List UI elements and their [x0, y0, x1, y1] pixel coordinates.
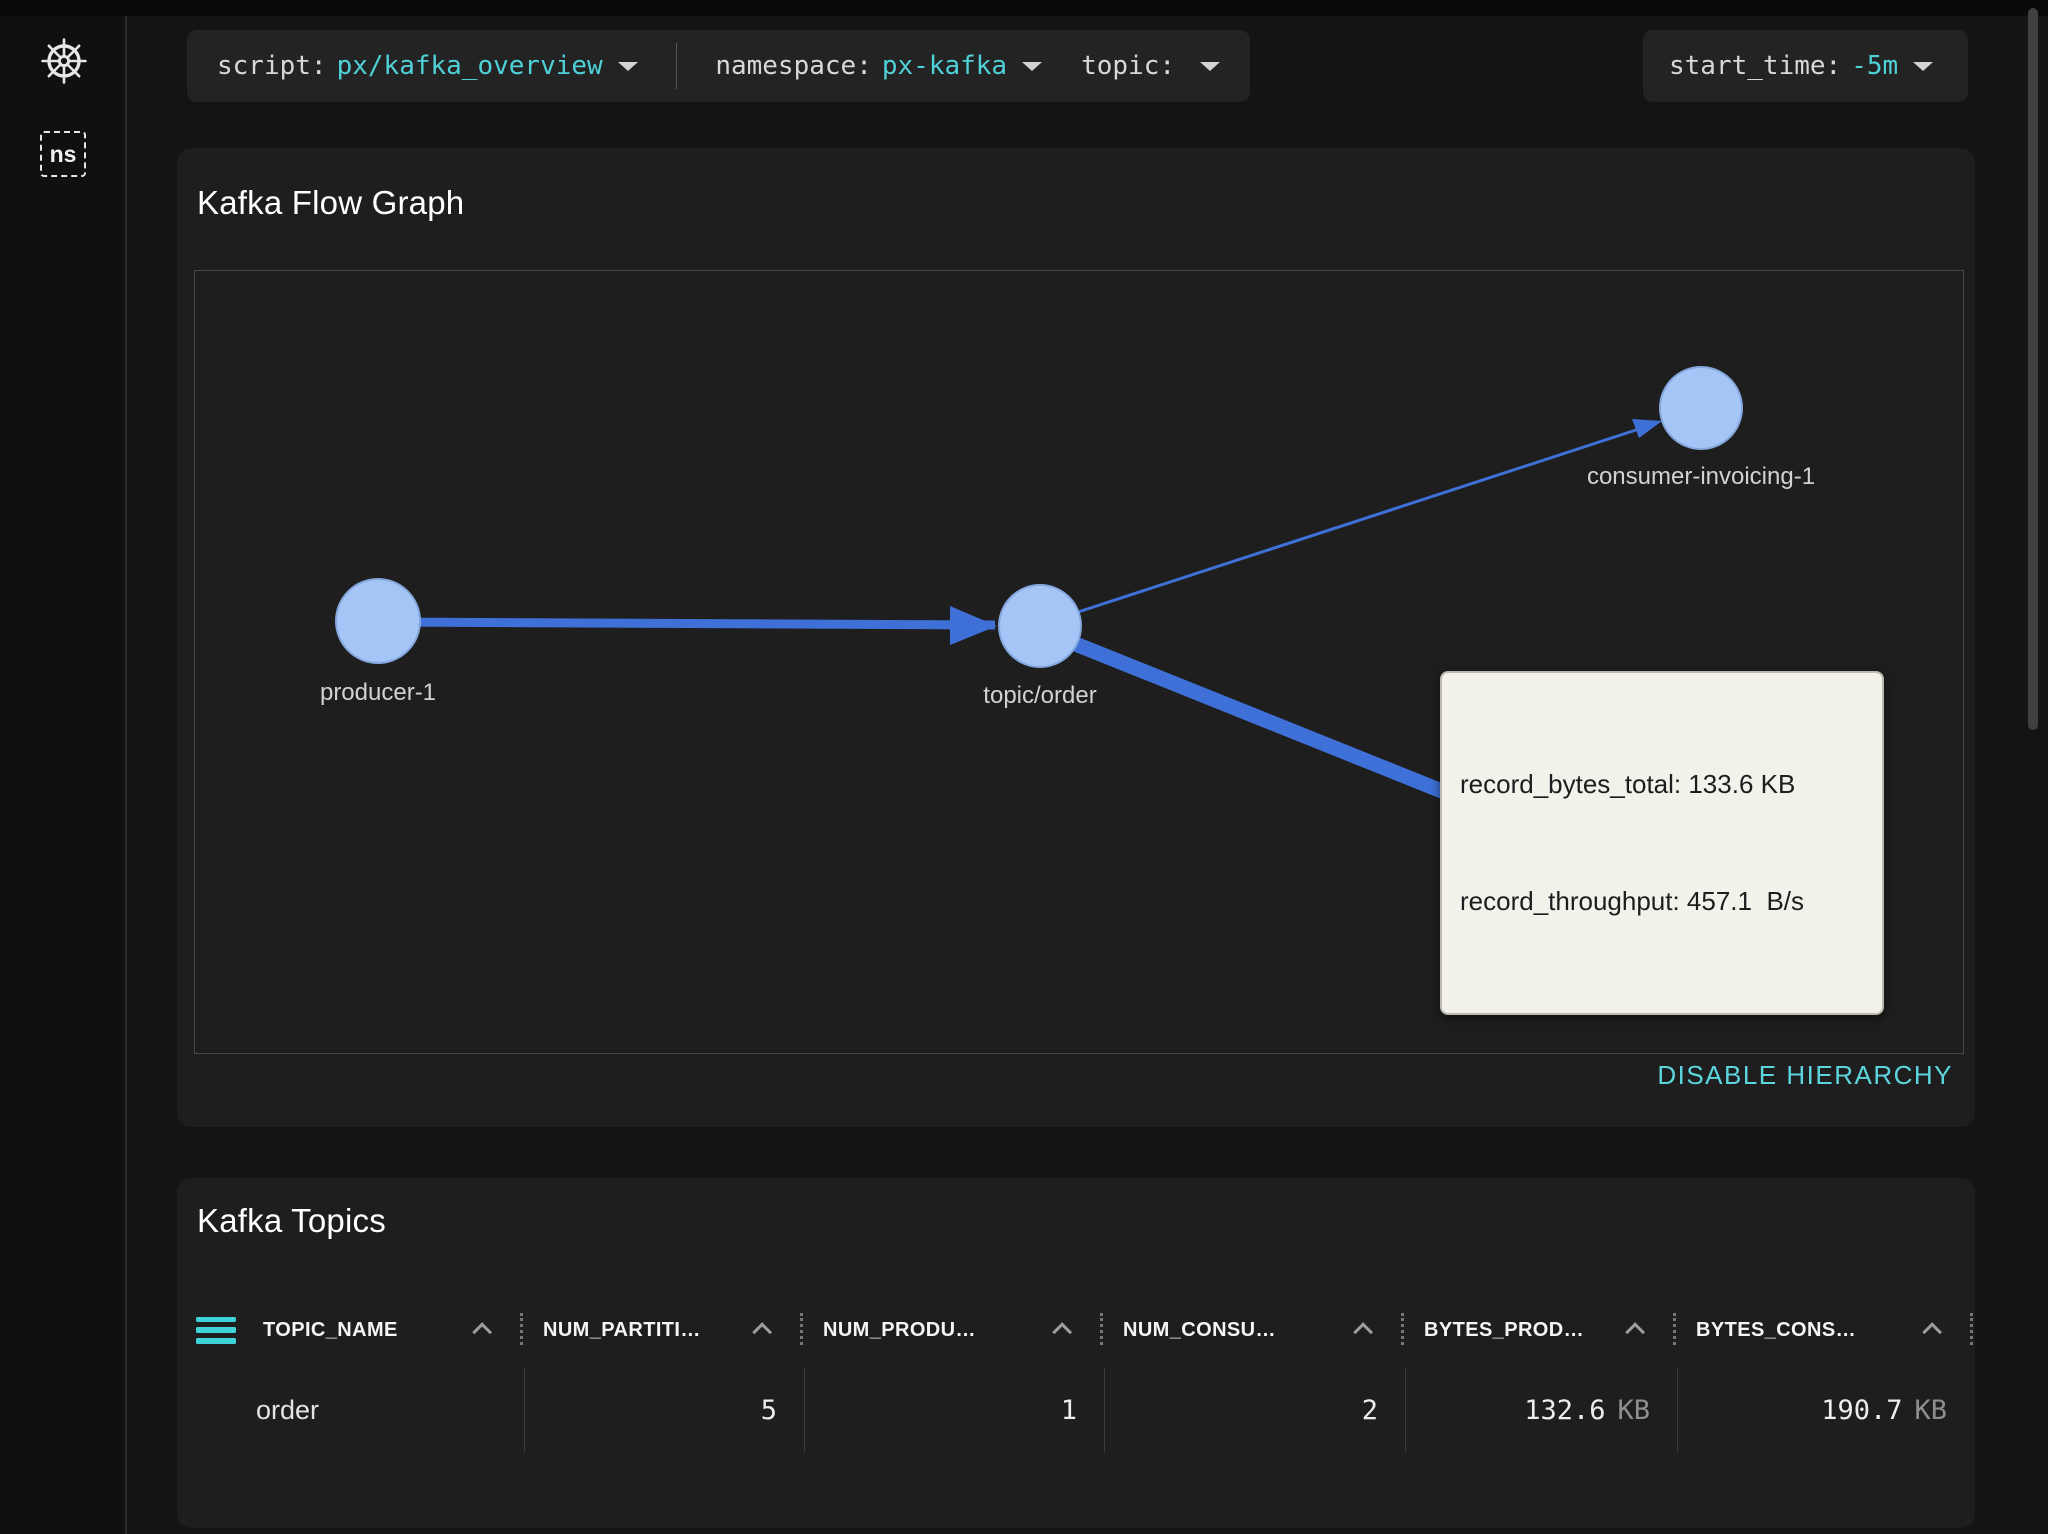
node-consumer-invoicing-1[interactable] [1659, 366, 1743, 450]
topics-table-header: TOPIC_NAME NUM_PARTITI… NUM_PRODU… NUM_C… [177, 1300, 1975, 1360]
edge-producer-to-topic [377, 617, 996, 630]
namespace-label: namespace: [715, 51, 872, 81]
cell-topic-name: order [177, 1368, 525, 1452]
kafka-flow-graph-panel: Kafka Flow Graph producer-1 topic/order [177, 148, 1975, 1127]
script-dropdown-caret-icon[interactable] [617, 61, 638, 71]
tooltip-record-bytes-total: record_bytes_total: 133.6 KB [1460, 769, 1796, 799]
start-time-toolbar: start_time: -5m [1643, 30, 1968, 102]
table-row[interactable]: order 5 1 2 132.6 KB 190.7 KB [177, 1368, 1975, 1452]
sort-asc-icon[interactable] [1922, 1322, 1943, 1343]
disable-hierarchy-button[interactable]: DISABLE HIERARCHY [1657, 1060, 1953, 1090]
sidebar: ns [0, 0, 127, 1534]
edge-topic-to-invoicing [1074, 427, 1640, 615]
sort-asc-icon[interactable] [1052, 1322, 1073, 1343]
toolbar-divider [675, 43, 678, 89]
topic-dropdown-caret-icon[interactable] [1200, 61, 1220, 71]
node-label-consumer-invoicing: consumer-invoicing-1 [1586, 463, 1816, 490]
node-label-topic: topic/order [983, 682, 1097, 709]
column-header-num-partitions[interactable]: NUM_PARTITI… [525, 1300, 805, 1360]
namespace-view-icon[interactable]: ns [40, 131, 86, 177]
start-time-value[interactable]: -5m [1851, 51, 1899, 81]
script-value[interactable]: px/kafka_overview [336, 51, 603, 81]
kafka-topics-panel: Kafka Topics TOPIC_NAME NUM_PARTITI… NUM… [177, 1178, 1975, 1528]
bytes-consumed-unit: KB [1914, 1394, 1947, 1426]
vertical-scrollbar[interactable] [2028, 8, 2038, 730]
kubernetes-helm-icon[interactable] [41, 38, 87, 89]
flow-graph-canvas[interactable]: producer-1 topic/order consumer-invoicin… [194, 270, 1964, 1054]
bytes-produced-unit: KB [1617, 1394, 1650, 1426]
topic-label: topic: [1081, 51, 1175, 81]
node-label-producer: producer-1 [319, 679, 437, 706]
column-header-num-producers[interactable]: NUM_PRODU… [805, 1300, 1105, 1360]
sort-asc-icon[interactable] [1353, 1322, 1374, 1343]
sort-asc-icon[interactable] [472, 1322, 493, 1343]
column-header-bytes-produced[interactable]: BYTES_PROD… [1406, 1300, 1678, 1360]
column-header-num-consumers[interactable]: NUM_CONSU… [1105, 1300, 1406, 1360]
sort-asc-icon[interactable] [752, 1322, 773, 1343]
namespace-value[interactable]: px-kafka [881, 51, 1008, 81]
cell-bytes-consumed: 190.7 KB [1821, 1394, 1947, 1426]
cell-num-consumers: 2 [1105, 1368, 1406, 1452]
cell-bytes-produced: 132.6 KB [1406, 1368, 1678, 1452]
topics-title: Kafka Topics [197, 1202, 386, 1239]
column-header-topic-name[interactable]: TOPIC_NAME [177, 1300, 525, 1360]
start-time-dropdown-caret-icon[interactable] [1913, 61, 1934, 71]
script-args-toolbar: script: px/kafka_overview namespace: px-… [187, 30, 1250, 102]
script-label: script: [217, 51, 327, 81]
node-producer-1[interactable] [335, 578, 421, 664]
node-topic-order[interactable] [998, 584, 1082, 668]
tooltip-record-throughput: record_throughput: 457.1 B/s [1460, 886, 1805, 916]
cell-num-producers: 1 [805, 1368, 1105, 1452]
top-strip [0, 0, 2048, 16]
namespace-dropdown-caret-icon[interactable] [1022, 61, 1043, 71]
edge-tooltip: record_bytes_total: 133.6 KB record_thro… [1440, 671, 1884, 1015]
cell-num-partitions: 5 [525, 1368, 805, 1452]
table-menu-icon[interactable] [196, 1316, 236, 1344]
edge-topic-to-invoicing-arrowhead [1632, 419, 1662, 438]
sort-asc-icon[interactable] [1625, 1322, 1646, 1343]
edge-producer-to-topic-arrowhead [950, 606, 997, 645]
column-header-bytes-consumed[interactable]: BYTES_CONS… [1678, 1300, 1975, 1360]
ns-icon-label: ns [49, 140, 77, 167]
flow-graph-title: Kafka Flow Graph [197, 184, 465, 221]
start-time-label: start_time: [1669, 51, 1842, 81]
